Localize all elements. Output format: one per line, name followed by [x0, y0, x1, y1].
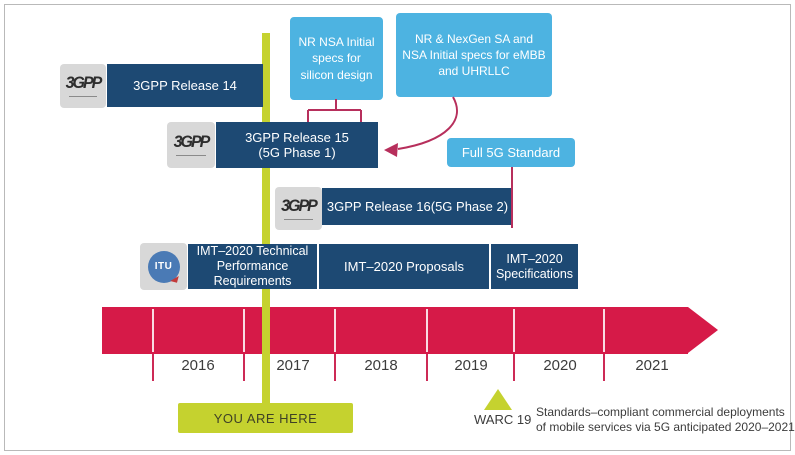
callout-nr-nsa-silicon: NR NSA Initial specs for silicon design	[290, 17, 383, 100]
release14-bar: 3GPP Release 14	[107, 64, 263, 107]
timeline-tick-stub	[603, 354, 605, 381]
release16-bar: 3GPP Release 16(5G Phase 2)	[322, 188, 513, 225]
callout-full-5g-standard-text: Full 5G Standard	[461, 144, 561, 160]
3gpp-logo: 3GPP	[275, 187, 322, 230]
timeline-tick-stub	[334, 354, 336, 381]
deployment-note-line1: Standards–compliant commercial deploymen…	[536, 405, 785, 419]
itu-logo-text: ITU	[154, 261, 173, 272]
warc19-marker-icon	[484, 389, 512, 410]
3gpp-logo-text: 3GPP	[65, 74, 103, 93]
itu-globe-icon: ITU	[147, 250, 180, 283]
3gpp-logo-tagline	[283, 218, 314, 220]
release15-label-line2: (5G Phase 1)	[258, 145, 336, 160]
warc19-label: WARC 19	[474, 412, 532, 427]
timeline-arrow-tip	[688, 307, 718, 353]
diagram-border	[4, 4, 791, 451]
callout-nr-nexgen: NR & NexGen SA and NSA Initial specs for…	[396, 13, 552, 97]
callout-nr-nexgen-text: NR & NexGen SA and NSA Initial specs for…	[402, 31, 546, 79]
timeline-tick	[603, 309, 605, 352]
callout-nr-nsa-silicon-text: NR NSA Initial specs for silicon design	[298, 35, 375, 82]
year-label-2021: 2021	[635, 357, 669, 374]
3gpp-logo-text: 3GPP	[173, 133, 211, 152]
deployment-note-line2: of mobile services via 5G anticipated 20…	[536, 419, 795, 434]
year-label-2020: 2020	[543, 357, 577, 374]
timeline-tick	[243, 309, 245, 352]
timeline-tick-stub	[513, 354, 515, 381]
you-are-here-box: YOU ARE HERE	[178, 403, 353, 433]
timeline-tick-stub	[426, 354, 428, 381]
you-are-here-line	[262, 33, 270, 413]
3gpp-logo: 3GPP	[167, 122, 215, 168]
you-are-here-label: YOU ARE HERE	[213, 410, 318, 426]
imt-proposals-bar: IMT–2020 Proposals	[319, 244, 489, 289]
imt-requirements-bar: IMT–2020 Technical Performance Requireme…	[188, 244, 317, 289]
timeline-band	[102, 307, 688, 354]
year-label-2019: 2019	[454, 357, 488, 374]
year-label-2016: 2016	[181, 357, 215, 374]
release16-label: 3GPP Release 16(5G Phase 2)	[326, 198, 509, 214]
timeline-tick-stub	[243, 354, 245, 381]
timeline-tick	[513, 309, 515, 352]
imt-specifications-label: IMT–2020 Specifications	[495, 251, 574, 281]
year-label-2017: 2017	[276, 357, 310, 374]
timeline-tick	[152, 309, 154, 352]
3gpp-logo-tagline	[68, 96, 98, 97]
imt-requirements-label: IMT–2020 Technical Performance Requireme…	[196, 244, 309, 288]
year-label-2018: 2018	[364, 357, 398, 374]
release15-label-line1: 3GPP Release 15	[245, 129, 349, 145]
3gpp-logo-tagline	[176, 155, 206, 156]
itu-logo: ITU	[140, 243, 187, 290]
deployment-note: Standards–compliant commercial deploymen…	[536, 405, 795, 434]
imt-specifications-bar: IMT–2020 Specifications	[491, 244, 578, 289]
callout-full-5g-standard: Full 5G Standard	[447, 138, 575, 167]
imt-proposals-label: IMT–2020 Proposals	[344, 258, 464, 274]
timeline-tick	[334, 309, 336, 352]
timeline-tick	[426, 309, 428, 352]
release14-label: 3GPP Release 14	[133, 77, 237, 93]
3gpp-logo: 3GPP	[60, 64, 106, 108]
timeline-tick-stub	[152, 354, 154, 381]
release15-bar: 3GPP Release 15 (5G Phase 1)	[216, 122, 378, 168]
3gpp-logo-text: 3GPP	[281, 197, 318, 215]
itu-swoosh-icon	[169, 273, 179, 283]
